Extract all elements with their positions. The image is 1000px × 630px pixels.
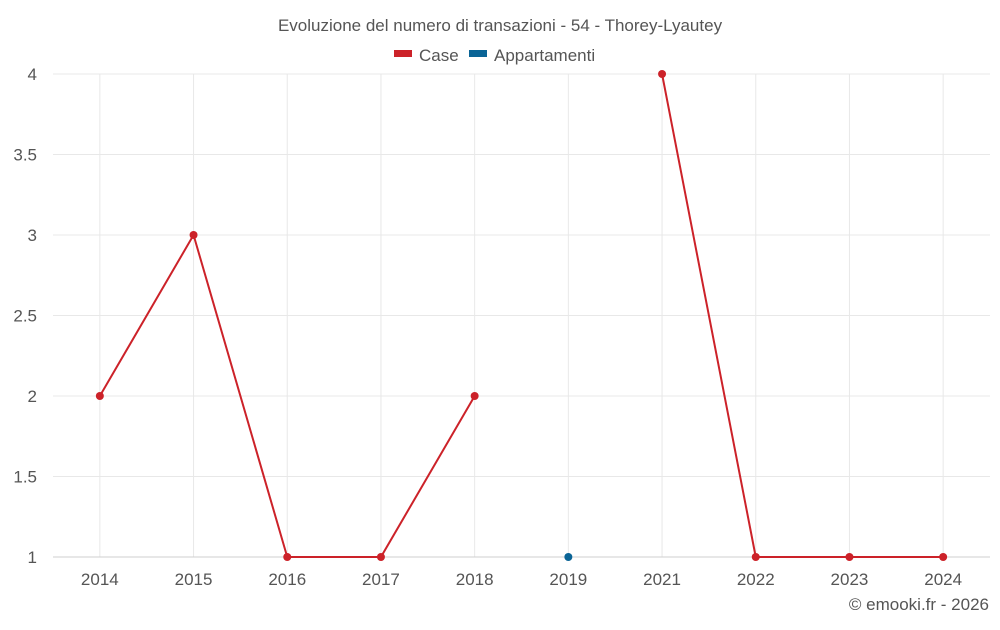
- series: [95, 70, 948, 561]
- y-tick-label: 2: [28, 387, 37, 406]
- x-tick-label: 2022: [737, 570, 775, 589]
- axes: 1 1.5 2 2.5 3 3.5 4 2014 2015 2016 2017 2018 2019 202…: [13, 65, 990, 589]
- data-point[interactable]: [658, 70, 667, 78]
- y-tick-label: 3: [28, 226, 37, 245]
- legend-item-appartamenti[interactable]: Appartamenti: [469, 46, 595, 65]
- data-point[interactable]: [376, 553, 385, 561]
- series-line-segment: [661, 73, 757, 558]
- legend-swatch-appartamenti: [469, 50, 487, 57]
- x-tick-label: 2014: [81, 570, 119, 589]
- legend-label-appartamenti: Appartamenti: [494, 46, 595, 65]
- legend-swatch-case: [394, 50, 412, 57]
- x-tick-label: 2016: [268, 570, 306, 589]
- data-point[interactable]: [564, 553, 573, 561]
- x-tick-label: 2015: [175, 570, 213, 589]
- y-tick-label: 3.5: [13, 146, 37, 165]
- grid: [53, 73, 990, 557]
- data-point[interactable]: [95, 392, 104, 400]
- y-tick-label: 1.5: [13, 468, 37, 487]
- series-line-segment: [379, 395, 476, 558]
- data-point[interactable]: [470, 392, 479, 400]
- footer-credit[interactable]: © emooki.fr - 2026: [849, 595, 989, 614]
- series-line-segment: [98, 234, 195, 397]
- x-tick-label: 2024: [924, 570, 962, 589]
- y-tick-label: 1: [28, 548, 37, 567]
- data-point[interactable]: [845, 553, 854, 561]
- series-case: [95, 70, 948, 561]
- x-tick-label: 2017: [362, 570, 400, 589]
- x-tick-label: 2021: [643, 570, 681, 589]
- legend-item-case[interactable]: Case: [394, 46, 459, 65]
- y-tick-label: 2.5: [13, 307, 37, 326]
- chart-title: Evoluzione del numero di transazioni - 5…: [278, 16, 723, 35]
- x-tick-label: 2023: [831, 570, 869, 589]
- data-point[interactable]: [939, 553, 948, 561]
- legend: Case Appartamenti: [394, 46, 595, 65]
- legend-label-case: Case: [419, 46, 459, 65]
- data-point[interactable]: [189, 231, 198, 239]
- x-tick-label: 2019: [549, 570, 587, 589]
- series-appartamenti: [564, 553, 573, 561]
- x-tick-label: 2018: [456, 570, 494, 589]
- data-point[interactable]: [751, 553, 760, 561]
- data-point[interactable]: [283, 553, 292, 561]
- y-tick-label: 4: [28, 65, 37, 84]
- series-line-segment: [192, 234, 289, 558]
